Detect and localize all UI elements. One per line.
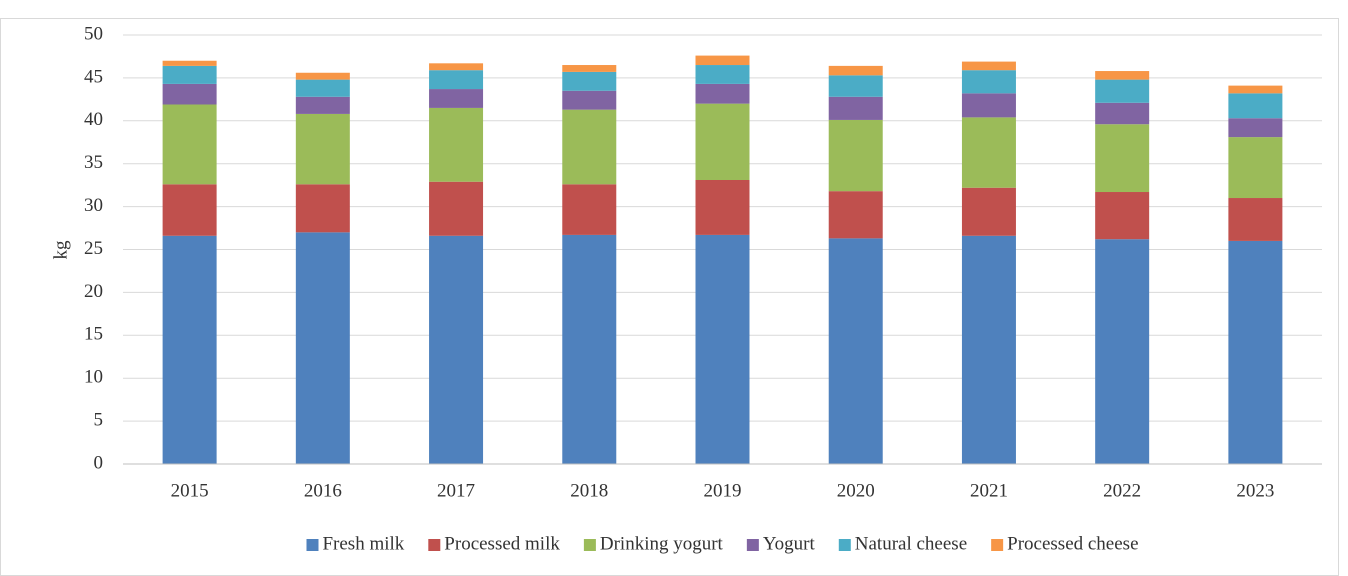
bar-segment [562, 71, 617, 91]
x-tick-label: 2019 [704, 480, 742, 501]
legend-label: Processed cheese [1007, 533, 1138, 554]
y-tick-label: 40 [84, 109, 103, 130]
y-tick-label: 50 [84, 23, 103, 44]
bar-segment [429, 107, 484, 182]
bar-segment [429, 89, 484, 108]
bar-segment [162, 83, 217, 105]
bar-segment [1095, 79, 1150, 103]
bar-segment [295, 96, 350, 114]
legend-swatch [306, 539, 319, 551]
y-tick-label: 15 [84, 324, 103, 345]
bar-segment [828, 96, 883, 120]
bar-segment [695, 103, 750, 181]
bar-segment [1228, 118, 1283, 138]
bar-segment [1228, 85, 1283, 94]
bar-segment [828, 191, 883, 239]
bar-segment [1095, 124, 1150, 193]
x-tick-label: 2023 [1236, 480, 1274, 501]
legend-label: Fresh milk [322, 533, 404, 554]
bar-segment [295, 72, 350, 80]
bar-segment [695, 55, 750, 66]
legend-swatch [746, 539, 759, 551]
y-tick-label: 5 [94, 409, 104, 430]
x-tick-label: 2020 [837, 480, 875, 501]
bar-segment [695, 234, 750, 464]
y-tick-label: 35 [84, 152, 103, 173]
bar-segment [162, 65, 217, 84]
bar-segment [695, 65, 750, 84]
bar-segment [1095, 71, 1150, 80]
bar-segment [429, 181, 484, 236]
bar-segment [162, 184, 217, 236]
bar-segment [828, 119, 883, 192]
bar-segment [1228, 93, 1283, 119]
bar-segment [562, 109, 617, 185]
y-tick-label: 30 [84, 195, 103, 216]
bar-segment [695, 83, 750, 104]
bar-segment [961, 61, 1016, 71]
bar-segment [562, 184, 617, 235]
legend-swatch [428, 539, 441, 551]
bar-segment [1095, 192, 1150, 240]
bar-segment [429, 70, 484, 90]
bar-segment [1095, 239, 1150, 464]
x-tick-label: 2017 [437, 480, 475, 501]
x-tick-label: 2016 [304, 480, 342, 501]
bar-segment [961, 187, 1016, 236]
bar-segment [1228, 137, 1283, 199]
bar-segment [295, 184, 350, 233]
bar-segment [295, 232, 350, 464]
y-axis-label: kg [50, 240, 71, 260]
bar-segment [828, 75, 883, 97]
bar-segment [1228, 240, 1283, 464]
bar-segment [295, 79, 350, 97]
legend-label: Processed milk [444, 533, 560, 554]
bar-segment [961, 70, 1016, 94]
bar-segment [1095, 102, 1150, 125]
bar-segment [562, 65, 617, 72]
legend-swatch [991, 539, 1004, 551]
legend-label: Drinking yogurt [600, 533, 724, 554]
legend-label: Yogurt [763, 533, 816, 554]
bar-segment [961, 93, 1016, 118]
bar-segment [562, 234, 617, 464]
y-tick-label: 45 [84, 66, 103, 87]
bar-segment [1228, 198, 1283, 241]
bar-segment [162, 235, 217, 464]
bar-segment [562, 90, 617, 110]
y-tick-label: 0 [94, 452, 104, 473]
y-tick-label: 10 [84, 367, 103, 388]
x-tick-label: 2018 [570, 480, 608, 501]
bar-segment [429, 235, 484, 464]
x-tick-label: 2015 [171, 480, 209, 501]
bar-segment [162, 60, 217, 66]
x-tick-label: 2022 [1103, 480, 1141, 501]
bar-segment [961, 117, 1016, 188]
bar-segment [162, 104, 217, 185]
x-tick-label: 2021 [970, 480, 1008, 501]
legend-swatch [838, 539, 851, 551]
y-tick-label: 20 [84, 281, 103, 302]
bar-segment [695, 180, 750, 235]
y-tick-label: 25 [84, 238, 103, 259]
legend-label: Natural cheese [855, 533, 967, 554]
bar-segment [961, 235, 1016, 464]
bar-segment [828, 238, 883, 464]
bar-segment [429, 63, 484, 71]
bar-segment [295, 113, 350, 185]
bar-segment [828, 65, 883, 76]
legend-swatch [583, 539, 596, 551]
